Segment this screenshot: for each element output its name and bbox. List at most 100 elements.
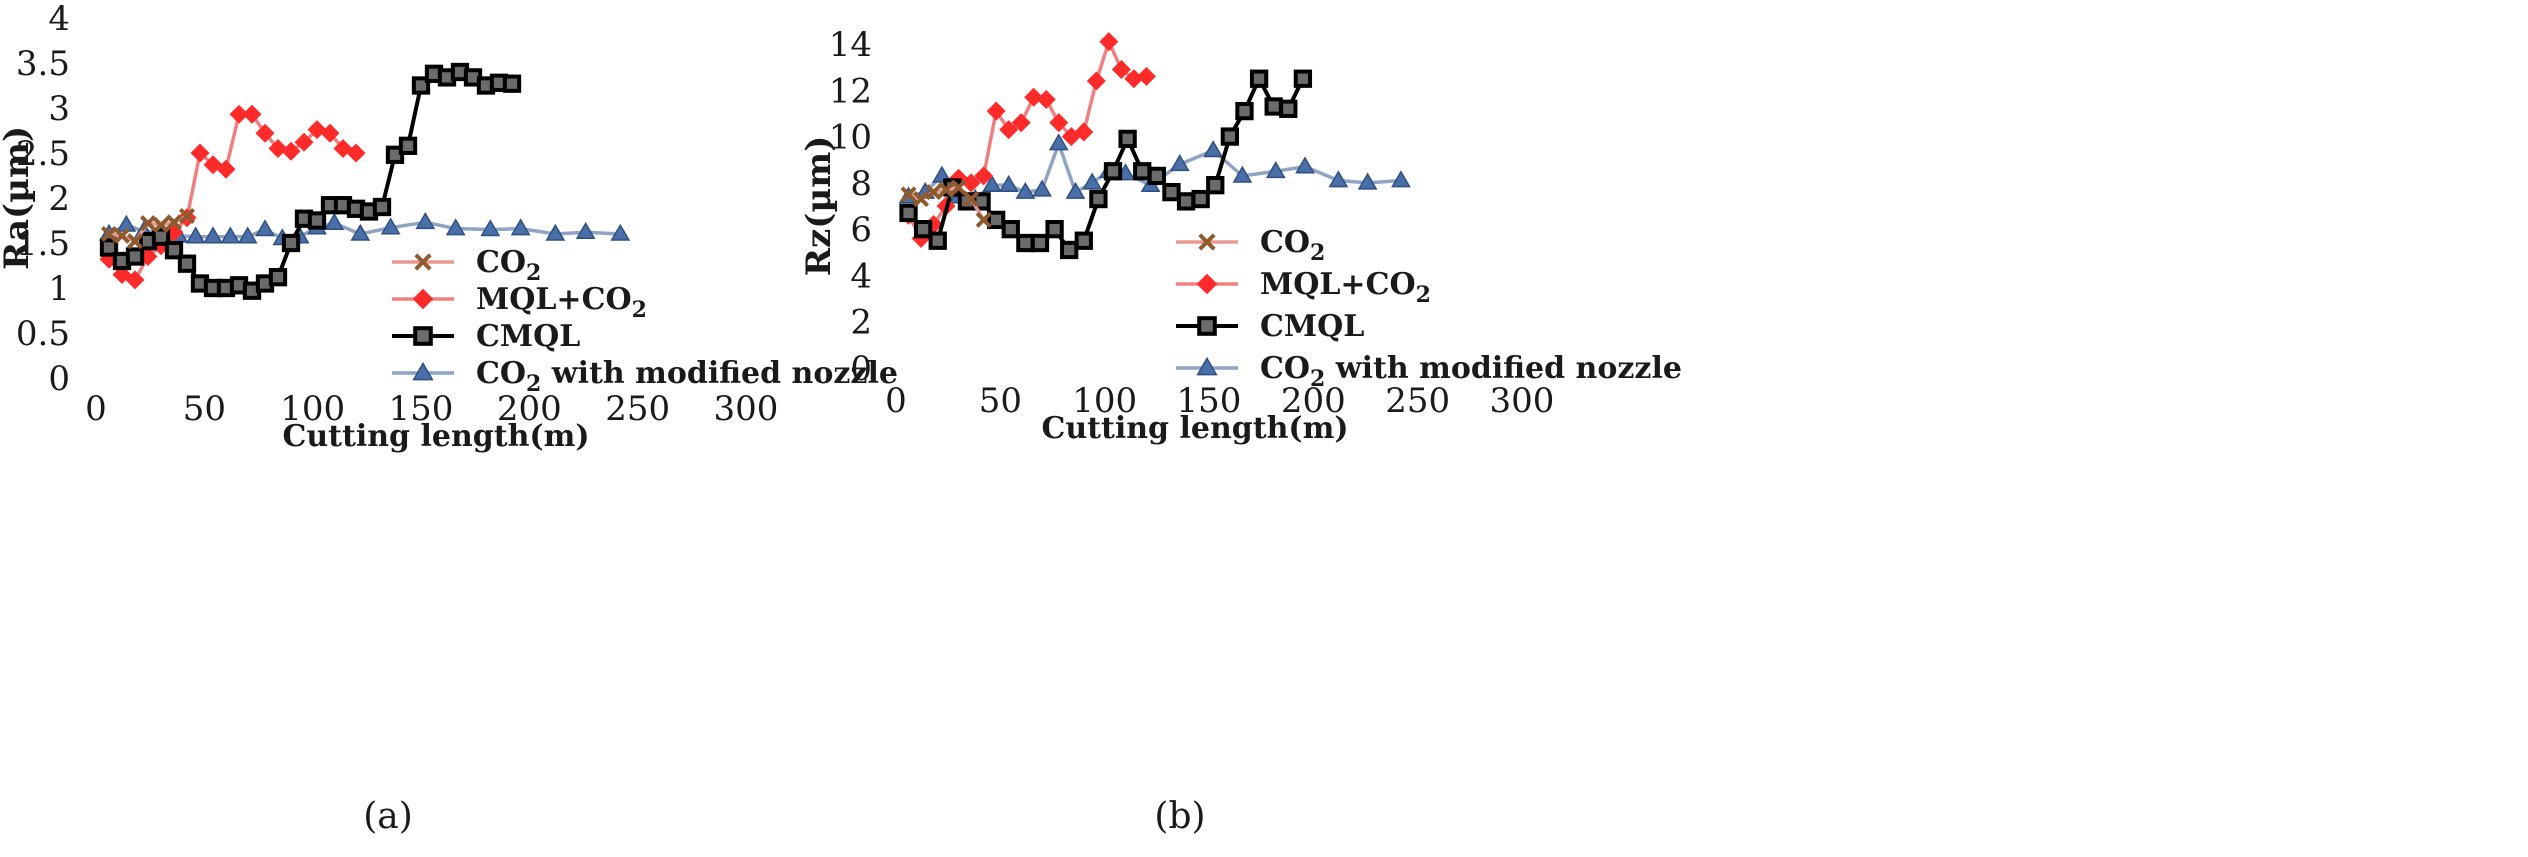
data-point (575, 221, 596, 239)
data-point (229, 104, 249, 124)
data-point (1030, 233, 1050, 253)
data-point (974, 166, 994, 186)
data-point (1264, 97, 1283, 116)
y-axis-label: Ra(µm) (0, 126, 37, 270)
x-tick-label: 0 (85, 389, 107, 429)
data-point (1045, 219, 1064, 239)
data-point-b (950, 179, 967, 196)
data-point (1295, 156, 1315, 174)
series-cmql (99, 62, 522, 300)
legend-label: CO2 (476, 245, 541, 286)
legend-item: MQL+CO2 (392, 282, 647, 323)
x-tick-label: 150 (389, 389, 454, 429)
data-point (185, 226, 206, 244)
data-point (178, 207, 196, 225)
data-point (346, 143, 366, 163)
legend-item: MQL+CO2 (1176, 267, 1431, 308)
data-point-b (126, 233, 144, 250)
data-point (950, 179, 967, 196)
y-axis-label: Rz(µm) (799, 136, 839, 277)
legend-item: CO2 (392, 245, 541, 286)
y-tick-label: 12 (829, 71, 872, 111)
data-point-b (178, 207, 196, 225)
data-point (139, 215, 157, 232)
series-mql-co2 (899, 32, 1156, 248)
data-point (281, 141, 301, 161)
y-tick-label: 2 (850, 303, 872, 343)
data-point (1086, 71, 1106, 91)
data-point (203, 226, 223, 244)
data-point (1103, 162, 1123, 181)
data-point (1203, 140, 1224, 158)
data-point (445, 218, 466, 236)
x-tick-label: 100 (1072, 381, 1137, 421)
data-point (1001, 219, 1020, 239)
x-tick-label: 300 (714, 389, 779, 429)
legend-swatch-marker (414, 253, 432, 271)
data-point (1089, 189, 1108, 209)
data-point (1111, 59, 1131, 79)
data-point (1060, 240, 1079, 260)
panel-caption: (b) (1154, 796, 1205, 837)
data-point (1328, 170, 1349, 188)
data-point (99, 238, 119, 257)
x-tick-label: 50 (979, 381, 1022, 421)
series-co2 (100, 207, 196, 250)
data-point (1249, 69, 1269, 88)
y-tick-label: 0 (48, 359, 70, 399)
data-point (1357, 172, 1378, 190)
data-point (961, 173, 981, 193)
series-co2 (900, 179, 992, 228)
data-point (1133, 162, 1152, 181)
data-point (164, 241, 184, 260)
data-point (502, 74, 522, 93)
data-point (1118, 129, 1137, 149)
data-point (480, 219, 501, 237)
legend-label: CMQL (1260, 309, 1364, 344)
data-point (1176, 192, 1196, 211)
legend-label: CO2 with modified nozzle (1260, 351, 1682, 392)
data-point (1206, 176, 1225, 195)
data-point (1279, 99, 1298, 118)
data-point (1024, 87, 1044, 107)
data-point (1162, 182, 1181, 202)
data-point (1082, 172, 1103, 190)
data-point (510, 218, 531, 236)
y-tick-label: 0 (850, 349, 872, 389)
data-point (165, 214, 183, 231)
legend-swatch-marker-b (1198, 233, 1216, 251)
data-point (152, 216, 170, 234)
data-point (999, 120, 1019, 140)
data-point (1391, 170, 1411, 188)
data-point (237, 226, 258, 244)
data-point (307, 211, 327, 230)
data-point-b (152, 216, 170, 234)
data-point (1032, 179, 1052, 197)
data-point-b (913, 191, 930, 208)
data-point (190, 143, 210, 163)
data-point (216, 159, 236, 179)
data-point (1136, 66, 1156, 86)
data-point-b (900, 186, 917, 203)
data-point-b (963, 191, 980, 208)
legend-label: CO2 with modified nozzle (476, 356, 898, 397)
data-point (1191, 189, 1210, 209)
data-point-b (975, 211, 992, 228)
data-point (281, 233, 301, 253)
data-point (545, 223, 566, 241)
data-point (913, 191, 930, 208)
y-tick-label: 14 (829, 25, 872, 65)
data-point (913, 219, 933, 239)
data-point (320, 123, 340, 143)
y-tick-label: 4 (850, 256, 872, 296)
data-point (220, 226, 241, 244)
data-point (294, 132, 314, 152)
y-tick-label: 2 (48, 179, 70, 219)
y-tick-label: 1.5 (16, 224, 70, 264)
data-point-b (113, 227, 131, 244)
data-point (1220, 127, 1240, 146)
legend-item: CMQL (1176, 309, 1364, 344)
x-tick-label: 200 (497, 389, 562, 429)
